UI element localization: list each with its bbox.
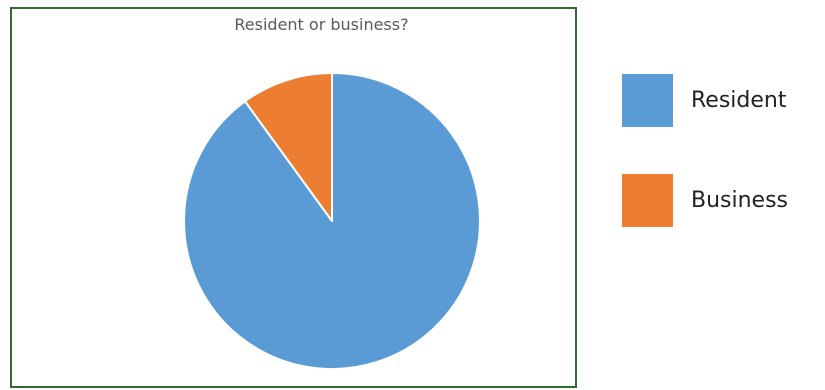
pie-slice-business [244,72,333,222]
chart-legend: Resident Business [622,74,788,274]
legend-item-resident: Resident [622,74,788,127]
chart-title: Resident or business? [234,15,409,34]
legend-label-resident: Resident [691,88,787,113]
legend-label-business: Business [691,188,789,213]
legend-swatch-business [622,174,673,227]
legend-swatch-resident [622,74,673,127]
pie-chart [183,72,482,370]
legend-item-business: Business [622,174,788,227]
